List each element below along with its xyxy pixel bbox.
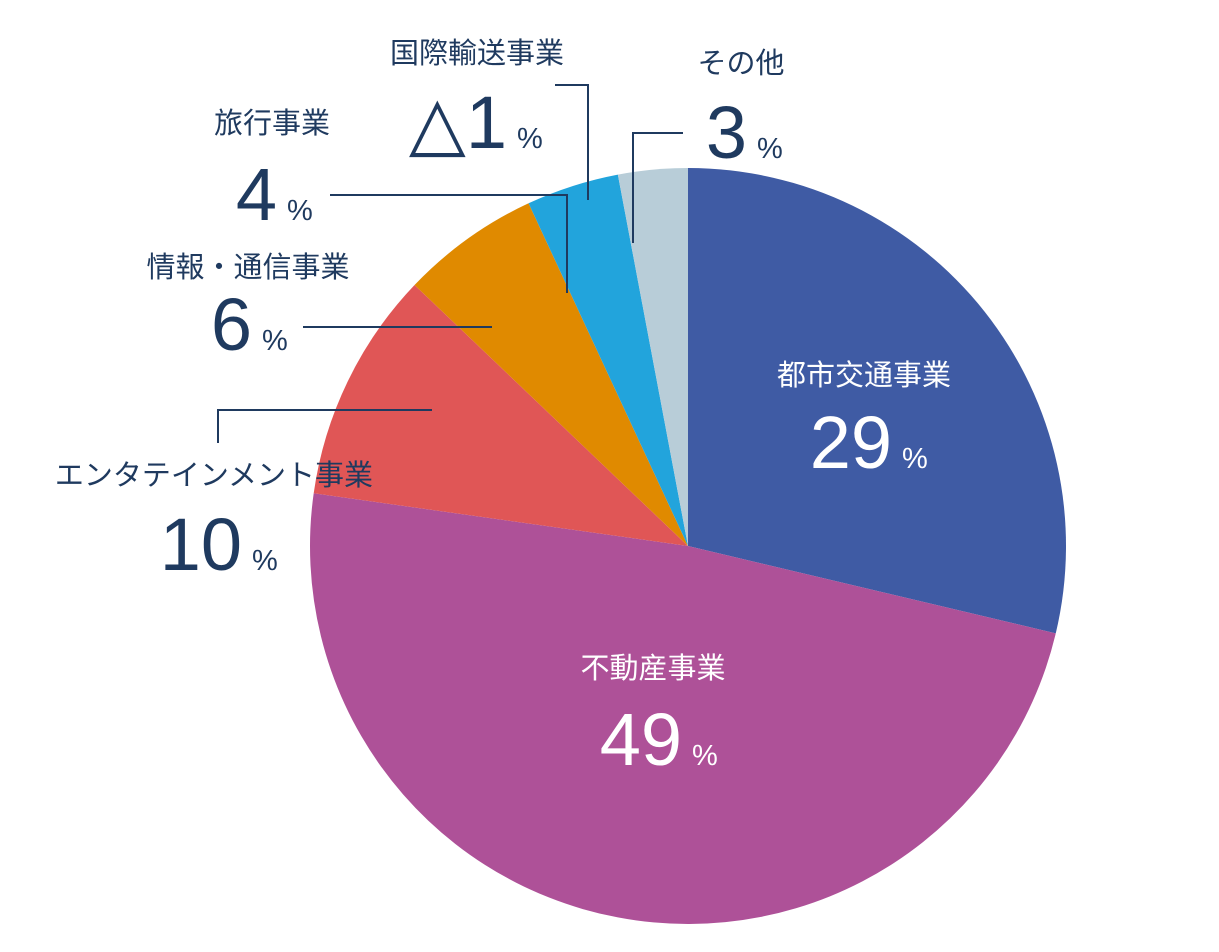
unit-label: % xyxy=(287,195,313,227)
unit-label: % xyxy=(692,740,718,772)
value-label: 29 xyxy=(810,401,892,484)
pie xyxy=(309,168,1066,925)
category-label: 国際輸送事業 xyxy=(390,37,564,70)
category-label: 情報・通信事業 xyxy=(146,251,349,284)
unit-label: % xyxy=(757,133,783,165)
value-label: 10 xyxy=(160,503,242,586)
value-label: 6 xyxy=(211,283,252,366)
leader-line xyxy=(632,132,683,243)
category-label: その他 xyxy=(697,47,784,80)
category-label: 不動産事業 xyxy=(580,652,725,685)
unit-label: % xyxy=(517,123,543,155)
leader-line xyxy=(330,194,568,293)
value-label: 3 xyxy=(706,91,747,174)
pie-slice xyxy=(313,285,688,546)
unit-label: % xyxy=(262,325,288,357)
labels: 都市交通事業 29 % 不動産事業 49 % エンタテインメント事業 10 % 情報・通信事業6%… xyxy=(55,37,951,781)
category-label: エンタテインメント事業 xyxy=(55,459,373,492)
leader-line xyxy=(217,409,432,443)
pie-slice xyxy=(528,174,688,546)
pie-slice xyxy=(617,168,688,546)
category-label: 旅行事業 xyxy=(214,107,330,140)
value-label: △1 xyxy=(409,81,507,164)
pie-slice xyxy=(688,168,1066,634)
category-label: 都市交通事業 xyxy=(777,359,951,392)
pie-slice xyxy=(309,493,1056,925)
value-label: 49 xyxy=(600,698,682,781)
unit-label: % xyxy=(902,443,928,475)
unit-label: % xyxy=(252,545,278,577)
value-label: 4 xyxy=(236,153,277,236)
leader-line xyxy=(555,84,589,200)
pie-slice xyxy=(414,203,688,546)
